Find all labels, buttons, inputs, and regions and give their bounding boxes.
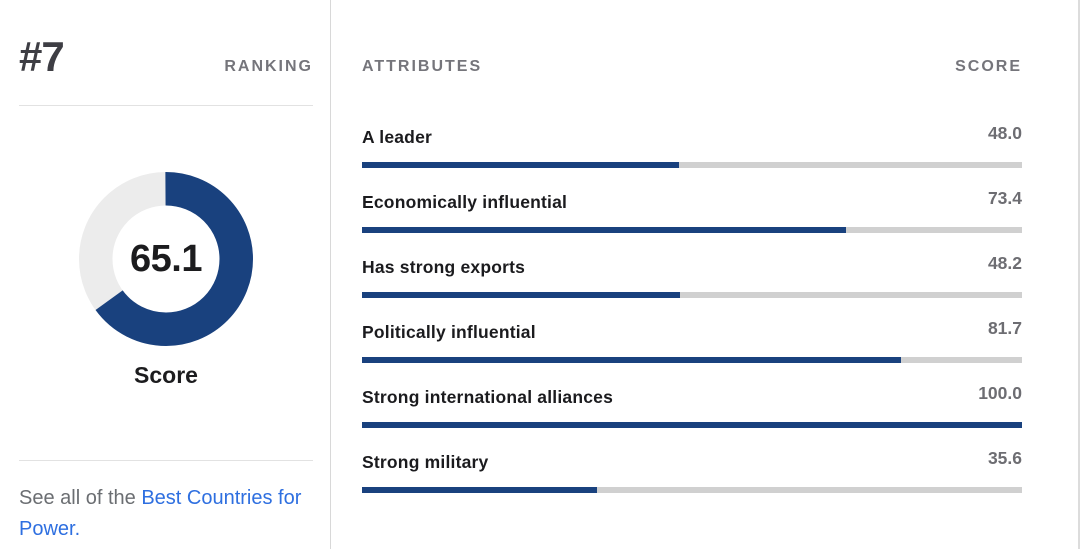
attribute-score: 100.0 bbox=[978, 383, 1022, 404]
attribute-bar-track bbox=[362, 227, 1022, 234]
attribute-row-line: A leader 48.0 bbox=[362, 123, 1022, 148]
left-divider-bottom bbox=[19, 460, 313, 461]
attribute-score: 73.4 bbox=[987, 188, 1022, 209]
left-divider-top bbox=[19, 105, 313, 106]
attributes-list: A leader 48.0 Economically influential 7… bbox=[362, 123, 1022, 494]
see-all-prefix: See all of the bbox=[19, 487, 142, 509]
attribute-row-line: Strong international alliances 100.0 bbox=[362, 383, 1022, 408]
attribute-bar-track bbox=[362, 292, 1022, 299]
attribute-row: Politically influential 81.7 bbox=[362, 318, 1022, 364]
attribute-label: Economically influential bbox=[362, 192, 568, 213]
donut-fill-arc bbox=[79, 172, 253, 346]
attribute-label: A leader bbox=[362, 127, 433, 148]
attribute-bar-fill bbox=[362, 422, 1022, 429]
attribute-bar-fill bbox=[362, 162, 679, 169]
attribute-bar-fill bbox=[362, 487, 597, 494]
attribute-bar-track bbox=[362, 357, 1022, 364]
attributes-column-header: ATTRIBUTES bbox=[362, 58, 483, 75]
attribute-score: 48.2 bbox=[987, 253, 1022, 274]
score-value: 65.1 bbox=[130, 237, 202, 280]
attribute-bar-track bbox=[362, 162, 1022, 169]
attributes-table-header: ATTRIBUTES SCORE bbox=[362, 57, 1022, 76]
ranking-panel: #7 RANKING 65.1 Score See all of the Bes… bbox=[0, 0, 331, 549]
best-countries-power-link[interactable]: Best Countries for Power. bbox=[19, 487, 302, 540]
attribute-row: Strong military 35.6 bbox=[362, 448, 1022, 494]
score-column-header: SCORE bbox=[955, 58, 1022, 75]
attribute-label: Has strong exports bbox=[362, 257, 526, 278]
attribute-row-line: Has strong exports 48.2 bbox=[362, 253, 1022, 278]
attribute-row: Strong international alliances 100.0 bbox=[362, 383, 1022, 429]
attribute-bar-fill bbox=[362, 357, 902, 364]
attribute-score: 48.0 bbox=[987, 123, 1022, 144]
rank-row: #7 RANKING bbox=[19, 36, 313, 78]
attribute-label: Strong international alliances bbox=[362, 387, 614, 408]
rank-value: #7 bbox=[19, 33, 65, 80]
attributes-panel: ATTRIBUTES SCORE A leader 48.0 Economica… bbox=[331, 0, 1078, 549]
score-label: Score bbox=[134, 362, 198, 388]
see-all-text: See all of the Best Countries for Power. bbox=[19, 483, 313, 545]
attribute-row: Has strong exports 48.2 bbox=[362, 253, 1022, 299]
attribute-row-line: Strong military 35.6 bbox=[362, 448, 1022, 473]
attribute-bar-track bbox=[362, 487, 1022, 494]
attribute-row: A leader 48.0 bbox=[362, 123, 1022, 169]
attribute-row-line: Politically influential 81.7 bbox=[362, 318, 1022, 343]
attribute-bar-fill bbox=[362, 292, 681, 299]
attribute-row: Economically influential 73.4 bbox=[362, 188, 1022, 234]
attribute-score: 35.6 bbox=[987, 448, 1022, 469]
attribute-bar-track bbox=[362, 422, 1022, 429]
attribute-bar-fill bbox=[362, 227, 847, 234]
attribute-row-line: Economically influential 73.4 bbox=[362, 188, 1022, 213]
donut-svg bbox=[79, 172, 253, 346]
left-spacer bbox=[19, 389, 313, 460]
attribute-label: Strong military bbox=[362, 452, 489, 473]
score-donut-chart: 65.1 bbox=[79, 172, 253, 346]
attribute-score: 81.7 bbox=[987, 318, 1022, 339]
rank-label: RANKING bbox=[224, 58, 313, 75]
attribute-label: Politically influential bbox=[362, 322, 536, 343]
